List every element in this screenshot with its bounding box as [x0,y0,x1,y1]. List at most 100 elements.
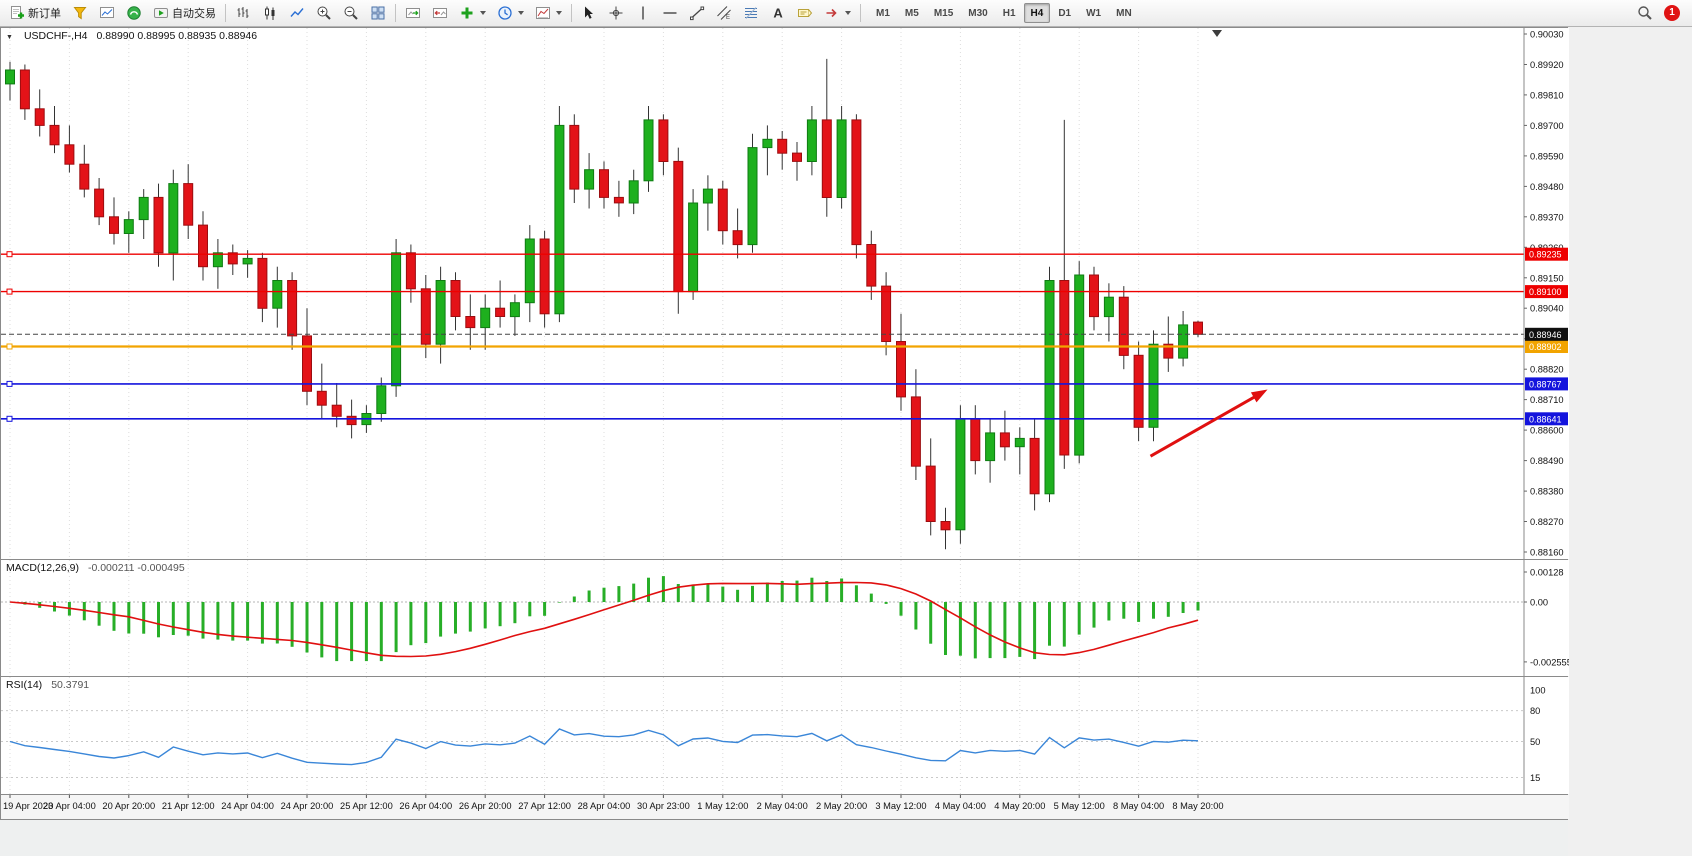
chart-window-usdchf[interactable]: 0.90030 0.89920 0.89810 0.89700 0.89590 0.894… [0,27,1569,820]
search-button[interactable] [1632,2,1658,24]
toolbar-separator [395,4,396,22]
templates-button[interactable] [530,2,567,24]
timeframe-button-H1[interactable]: H1 [1002,7,1016,19]
svg-text:-0.0025559: -0.0025559 [1530,657,1569,667]
timeframe-button-M30[interactable]: M30 [968,7,988,19]
macd-canvas[interactable]: 0.00128 0.00 -0.0025559 [1,560,1569,676]
text-label-tool-button[interactable] [792,2,818,24]
timeframe-button-D1[interactable]: D1 [1058,7,1072,19]
new-order-icon [11,6,24,19]
price-badge: 0.88946 [1525,327,1568,341]
trendline-tool-button[interactable] [684,2,710,24]
timeframe-button-M15[interactable]: M15 [933,7,954,19]
zoom-in-icon [317,6,331,20]
cursor-icon [585,6,593,19]
svg-text:5 May 12:00: 5 May 12:00 [1054,801,1105,811]
svg-text:0.89810: 0.89810 [1530,90,1564,100]
timeframe-button-MN[interactable]: MN [1116,7,1132,19]
arrows-tool-button[interactable] [819,2,856,24]
auto-trading-button[interactable]: 自动交易 [148,2,221,24]
zoom-out-button[interactable] [338,2,364,24]
notification-badge[interactable]: 1 [1664,5,1680,21]
funnel-icon [73,7,87,20]
chevron-down-icon [556,11,562,15]
fibonacci-icon [745,7,757,19]
new-chart-icon [100,7,114,18]
svg-text:30 Apr 23:00: 30 Apr 23:00 [637,801,690,811]
line-chart-mode-button[interactable] [284,2,310,24]
template-icon [536,7,550,19]
auto-scroll-button[interactable] [400,2,426,24]
auto-trading-icon [154,8,168,18]
svg-text:28 Apr 04:00: 28 Apr 04:00 [578,801,631,811]
timeframe-button-W1[interactable]: W1 [1086,7,1102,19]
svg-text:24 Apr 20:00: 24 Apr 20:00 [281,801,334,811]
rsi-panel: 100 80 50 15 RSI(14) 50.3791 [1,676,1569,794]
periods-button[interactable] [492,2,529,24]
toolbar-separator [225,4,226,22]
new-order-button[interactable]: 新订单 [4,2,66,24]
svg-text:0.89235: 0.89235 [1529,250,1562,260]
svg-text:0.88820: 0.88820 [1530,365,1564,375]
price-chart-panel: 0.90030 0.89920 0.89810 0.89700 0.89590 0.894… [1,28,1569,559]
quick-trade-button[interactable] [67,2,93,24]
svg-text:15: 15 [1530,773,1540,783]
price-badge: 0.88902 [1525,340,1568,353]
rsi-line [9,728,1199,766]
svg-text:4 May 20:00: 4 May 20:00 [994,801,1045,811]
svg-text:50: 50 [1530,737,1540,747]
price-badge: 0.89235 [1525,247,1568,261]
price-badge: 0.88641 [1525,412,1568,426]
equidistant-channel-tool-button[interactable]: E [711,2,737,24]
svg-text:0.88160: 0.88160 [1530,548,1564,558]
trend-arrow[interactable] [1149,389,1268,458]
svg-text:0.88710: 0.88710 [1530,395,1564,405]
svg-text:0.88641: 0.88641 [1529,414,1562,424]
timeframe-button-M5[interactable]: M5 [904,7,919,19]
svg-text:A: A [773,6,783,21]
text-tool-button[interactable]: A [765,2,791,24]
svg-text:0.88490: 0.88490 [1530,456,1564,466]
bar-chart-icon [237,7,249,18]
svg-text:100: 100 [1530,686,1546,696]
svg-text:0.00128: 0.00128 [1530,568,1564,578]
new-chart-button[interactable] [94,2,120,24]
toolbar-separator [571,4,572,22]
svg-text:0.90030: 0.90030 [1530,30,1564,40]
svg-text:25 Apr 12:00: 25 Apr 12:00 [340,801,393,811]
timeframe-button-H4[interactable]: H4 [1023,3,1051,23]
workspace: 0.90030 0.89920 0.89810 0.89700 0.89590 0.894… [0,27,1692,856]
candlestick-mode-button[interactable] [257,2,283,24]
bar-chart-mode-button[interactable] [230,2,256,24]
vertical-line-tool-button[interactable] [630,2,656,24]
tile-windows-icon [371,6,385,20]
price-chart-canvas[interactable]: 0.90030 0.89920 0.89810 0.89700 0.89590 0.894… [1,28,1569,559]
auto-scroll-icon [406,8,420,18]
fibonacci-tool-button[interactable] [738,2,764,24]
chart-shift-marker[interactable] [1212,30,1222,37]
zoom-out-icon [344,6,358,20]
rsi-canvas[interactable]: 100 80 50 15 [1,677,1569,794]
timeframe-button-M1[interactable]: M1 [876,7,890,19]
horizontal-line-tool-button[interactable] [657,2,683,24]
chevron-down-icon [518,11,524,15]
svg-text:0.89590: 0.89590 [1530,151,1564,161]
crosshair-tool-button[interactable] [603,2,629,24]
svg-text:E: E [726,15,730,21]
toolbar-right-group: 1 [1632,2,1688,24]
add-indicator-button[interactable] [454,2,491,24]
trendline-icon [690,6,705,21]
chart-shift-button[interactable] [427,2,453,24]
macd-signal-line [9,581,1199,658]
time-axis[interactable]: 19 Apr 2023 20 Apr 04:00 20 Apr 20:00 21 Ap… [1,794,1569,824]
price-badge: 0.89100 [1525,285,1568,299]
tile-windows-button[interactable] [365,2,391,24]
svg-text:27 Apr 12:00: 27 Apr 12:00 [518,801,571,811]
zoom-in-button[interactable] [311,2,337,24]
svg-text:21 Apr 12:00: 21 Apr 12:00 [162,801,215,811]
terminal-home-button[interactable] [121,2,147,24]
svg-text:8 May 20:00: 8 May 20:00 [1172,801,1223,811]
cursor-tool-button[interactable] [576,2,602,24]
